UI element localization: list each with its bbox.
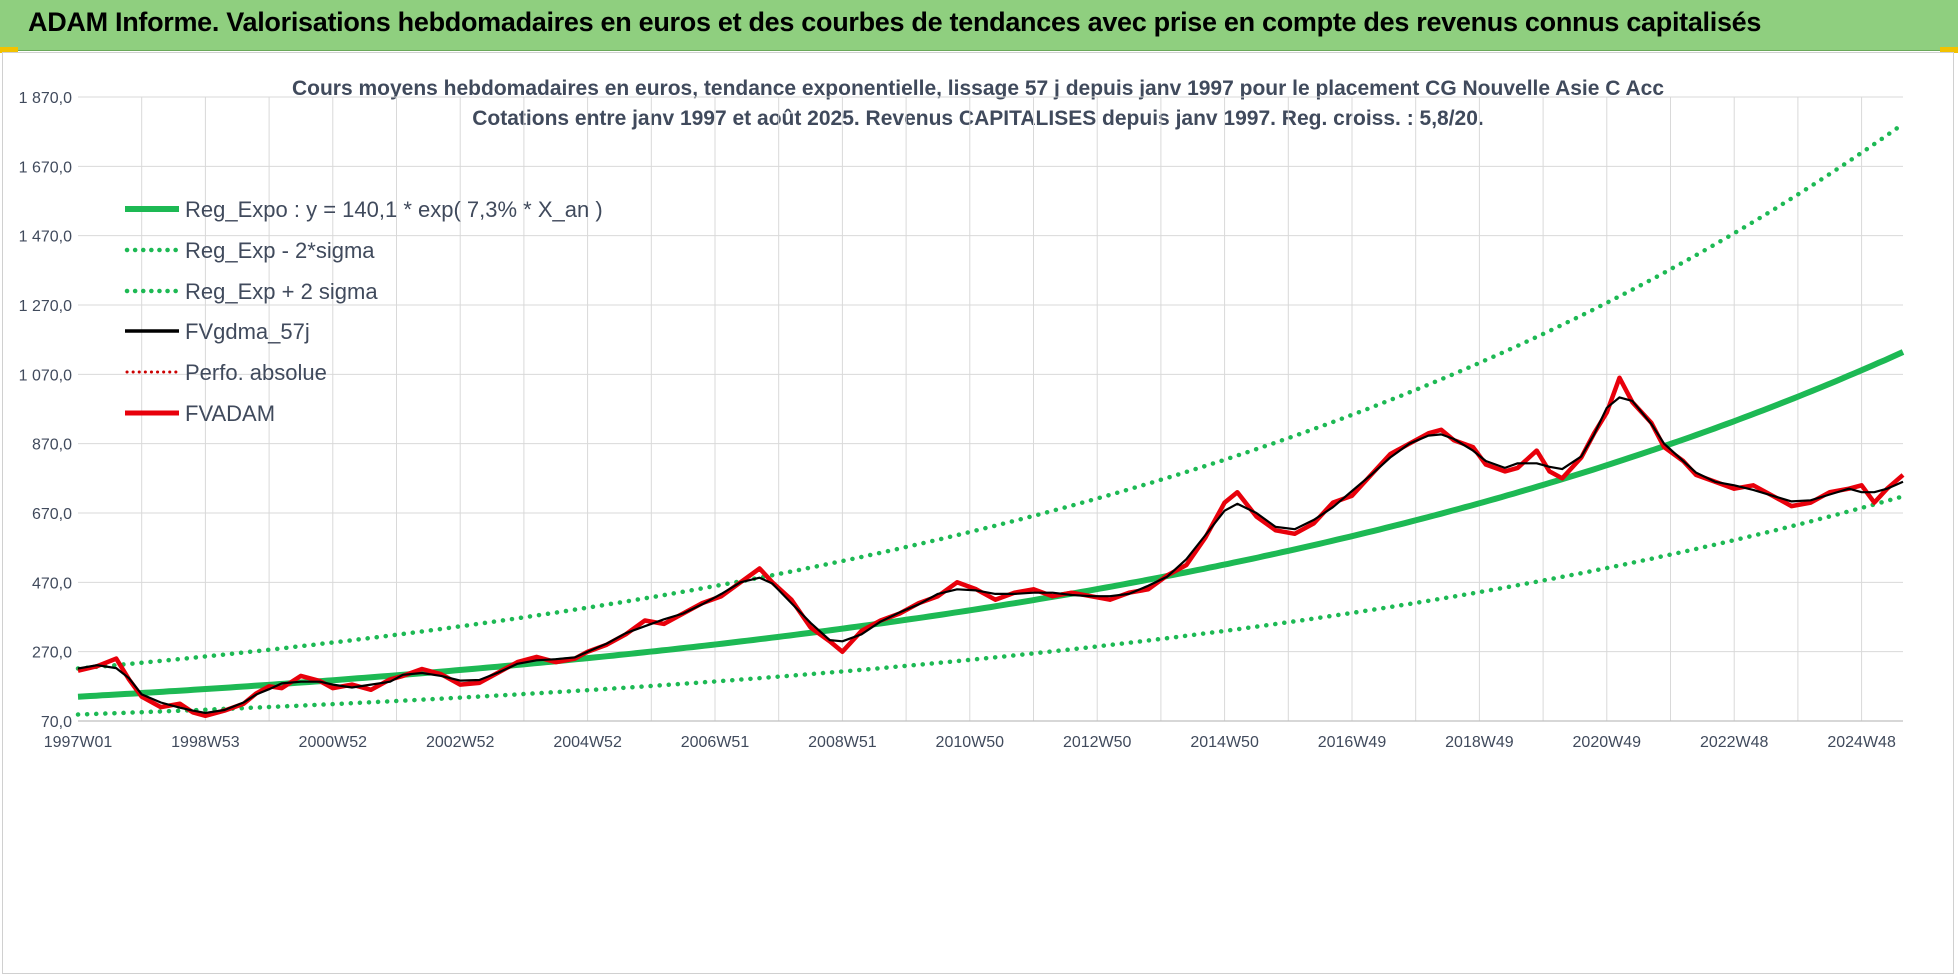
x-axis-ticks: 1997W01 1998W53 2000W52 2002W52 2004W52 2006W… — [44, 734, 1896, 751]
chart-subtitle: Cotations entre janv 1997 et août 2025. … — [472, 107, 1484, 130]
series-reg-exp-minus-2-sigma — [75, 494, 1906, 717]
corner-mark-right — [1940, 47, 1958, 53]
chart-legend: Reg_Expo : y = 140,1 * exp( 7,3% * X_an … — [124, 197, 603, 426]
chart-title: Cours moyens hebdomadaires en euros, ten… — [292, 77, 1664, 100]
x-tick-label: 2016W49 — [1318, 734, 1387, 751]
legend-item-perfo-absolue: Perfo. absolue — [125, 360, 327, 385]
legend-label-reg-exp-minus: Reg_Exp - 2*sigma — [185, 238, 375, 263]
chart-svg: Cours moyens hebdomadaires en euros, ten… — [19, 77, 1906, 751]
series-reg-exp-plus-2-sigma — [75, 121, 1906, 671]
y-tick-label: 1 270,0 — [19, 298, 72, 315]
y-tick-label: 670,0 — [32, 506, 72, 523]
x-tick-label: 1997W01 — [44, 734, 113, 751]
title-banner: ADAM Informe. Valorisations hebdomadaire… — [0, 0, 1958, 51]
corner-mark-left — [0, 47, 18, 53]
x-tick-label: 1998W53 — [171, 734, 240, 751]
x-tick-label: 2012W50 — [1063, 734, 1132, 751]
x-tick-label: 2022W48 — [1700, 734, 1769, 751]
grid-lines — [78, 96, 1903, 722]
legend-label-perfo-absolue: Perfo. absolue — [185, 360, 327, 385]
y-tick-label: 270,0 — [32, 645, 72, 662]
y-axis-ticks: 70,0 270,0 470,0 670,0 870,0 1 070,0 1 270,0 1 … — [19, 90, 72, 731]
legend-item-reg-exp-minus: Reg_Exp - 2*sigma — [124, 238, 375, 263]
x-tick-label: 2018W49 — [1445, 734, 1514, 751]
legend-item-fvadam: FVADAM — [125, 401, 275, 426]
y-tick-label: 1 870,0 — [19, 90, 72, 107]
x-tick-label: 2024W48 — [1827, 734, 1896, 751]
legend-label-reg-exp-plus: Reg_Exp + 2 sigma — [185, 279, 378, 304]
y-tick-label: 1 470,0 — [19, 229, 72, 246]
legend-label-reg-expo: Reg_Expo : y = 140,1 * exp( 7,3% * X_an … — [185, 197, 603, 222]
series-fvgdma-57j — [77, 396, 1904, 714]
legend-item-reg-exp-plus: Reg_Exp + 2 sigma — [124, 279, 378, 304]
x-tick-label: 2006W51 — [681, 734, 750, 751]
y-tick-label: 870,0 — [32, 437, 72, 454]
series-fvadam — [77, 375, 1905, 719]
legend-item-fvgdma: FVgdma_57j — [125, 319, 310, 344]
series-layer — [75, 121, 1906, 719]
series-reg-expo — [77, 349, 1905, 700]
x-tick-label: 2000W52 — [299, 734, 368, 751]
y-tick-label: 70,0 — [41, 714, 72, 731]
x-tick-label: 2002W52 — [426, 734, 495, 751]
x-tick-label: 2014W50 — [1190, 734, 1259, 751]
legend-label-fvadam: FVADAM — [185, 401, 275, 426]
x-tick-label: 2004W52 — [553, 734, 622, 751]
y-tick-label: 1 670,0 — [19, 159, 72, 176]
y-tick-label: 470,0 — [32, 575, 72, 592]
chart-frame: Cours moyens hebdomadaires en euros, ten… — [2, 52, 1954, 974]
banner-title: ADAM Informe. Valorisations hebdomadaire… — [28, 7, 1762, 37]
x-tick-label: 2010W50 — [936, 734, 1005, 751]
legend-item-reg-expo: Reg_Expo : y = 140,1 * exp( 7,3% * X_an … — [125, 197, 603, 222]
x-tick-label: 2020W49 — [1573, 734, 1642, 751]
x-tick-label: 2008W51 — [808, 734, 877, 751]
legend-label-fvgdma: FVgdma_57j — [185, 319, 310, 344]
y-tick-label: 1 070,0 — [19, 367, 72, 384]
